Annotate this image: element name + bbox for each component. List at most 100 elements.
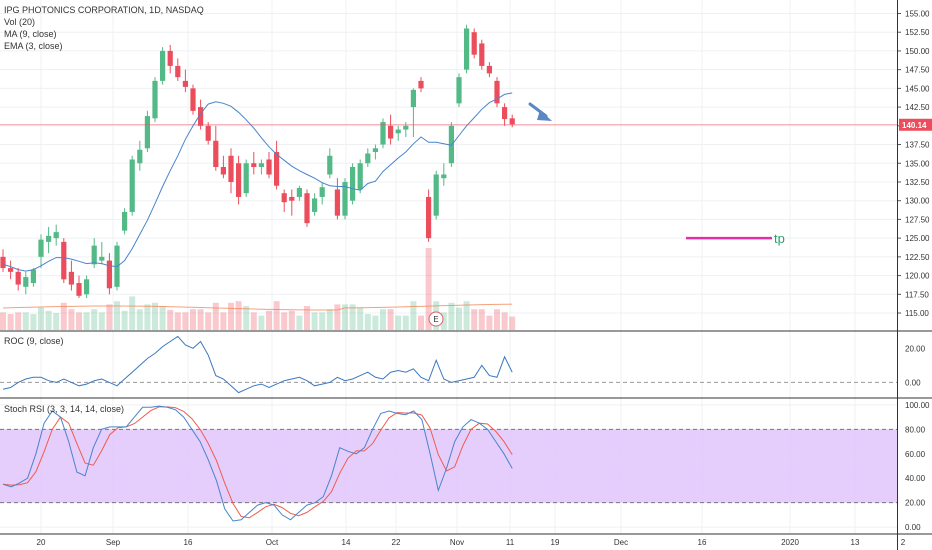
price-tick-label: 145.00 (905, 84, 930, 93)
candle-body[interactable] (182, 80, 188, 87)
candle-body[interactable] (304, 193, 310, 224)
candle-body[interactable] (213, 140, 219, 167)
last-price-tag (899, 118, 932, 131)
candle-body[interactable] (388, 125, 394, 139)
volume-bar (448, 302, 455, 330)
volume-bar (266, 310, 272, 330)
time-tick-label: Oct (266, 538, 279, 547)
candle-body[interactable] (350, 166, 356, 201)
candle-body[interactable] (251, 163, 257, 167)
price-tick-label: 152.50 (905, 28, 930, 37)
candle-body[interactable] (160, 50, 166, 81)
candle-body[interactable] (464, 28, 470, 70)
candle-body[interactable] (152, 80, 158, 119)
volume-bar (456, 307, 462, 330)
candle-body[interactable] (410, 89, 416, 108)
candle-body[interactable] (319, 187, 325, 197)
candle-body[interactable] (0, 256, 6, 269)
candle-body[interactable] (76, 283, 82, 296)
stoch-tick-label: 100.00 (905, 401, 930, 410)
volume-bar (288, 310, 295, 330)
candle-body[interactable] (30, 269, 36, 284)
candle-body[interactable] (281, 193, 287, 203)
time-tick-label: 16 (698, 538, 707, 547)
candle-body[interactable] (403, 125, 409, 130)
candle-body[interactable] (258, 163, 264, 167)
candle-body[interactable] (380, 122, 386, 145)
candle-body[interactable] (129, 159, 135, 212)
candle-body[interactable] (220, 166, 226, 175)
candle-body[interactable] (122, 211, 128, 231)
candle-body[interactable] (53, 232, 59, 239)
candle-body[interactable] (418, 80, 424, 89)
candle-body[interactable] (312, 198, 318, 212)
candle-body[interactable] (395, 129, 401, 134)
earnings-marker[interactable] (428, 311, 444, 327)
candle-body[interactable] (144, 116, 150, 149)
candle-body[interactable] (486, 65, 492, 74)
candle-body[interactable] (494, 80, 500, 104)
candle-body[interactable] (228, 155, 234, 182)
candle-body[interactable] (243, 163, 249, 194)
candle-body[interactable] (479, 43, 485, 66)
candle-body[interactable] (471, 32, 477, 55)
ma-line (2, 92, 513, 272)
candle-body[interactable] (91, 245, 97, 265)
stoch-k-series (2, 405, 513, 522)
volume-bar (152, 302, 158, 330)
candle-body[interactable] (274, 152, 280, 186)
candle-body[interactable] (106, 260, 112, 289)
volume-bar (76, 312, 82, 330)
candle-body[interactable] (198, 107, 204, 126)
legend-volume[interactable]: Vol (20) (4, 17, 35, 27)
legend-ma[interactable]: MA (9, close) (4, 29, 57, 39)
candle-body[interactable] (8, 268, 14, 272)
candle-body[interactable] (456, 77, 462, 104)
candle-body[interactable] (509, 118, 515, 125)
candles[interactable] (0, 24, 515, 299)
candle-body[interactable] (167, 50, 173, 66)
candle-body[interactable] (15, 271, 21, 285)
volume-bar (167, 309, 174, 330)
candle-body[interactable] (372, 148, 378, 153)
volume-bar (402, 315, 409, 330)
volume-bar (342, 304, 348, 330)
candle-body[interactable] (502, 107, 508, 120)
volume-bar (235, 301, 242, 330)
price-tick-label: 135.00 (905, 159, 930, 168)
candle-body[interactable] (289, 196, 295, 201)
candle-body[interactable] (61, 241, 67, 280)
candle-body[interactable] (84, 279, 90, 295)
candle-body[interactable] (38, 239, 44, 257)
candle-body[interactable] (190, 88, 196, 111)
candle-body[interactable] (426, 196, 432, 239)
candle-body[interactable] (334, 189, 340, 216)
candle-body[interactable] (68, 271, 74, 285)
candle-body[interactable] (175, 65, 181, 78)
volume-bar (91, 309, 98, 330)
candle-body[interactable] (327, 155, 333, 175)
volume-bar (440, 312, 447, 330)
volume-bar (228, 302, 234, 330)
candle-body[interactable] (46, 235, 52, 242)
candle-body[interactable] (99, 256, 105, 261)
legend-roc[interactable]: ROC (9, close) (4, 336, 64, 346)
candle-body[interactable] (205, 125, 211, 141)
candle-body[interactable] (137, 149, 143, 164)
volume-bar (121, 310, 128, 330)
candle-body[interactable] (433, 174, 439, 216)
candle-body[interactable] (23, 277, 29, 287)
candle-body[interactable] (365, 153, 371, 164)
volume-bar (60, 302, 67, 330)
candle-body[interactable] (266, 159, 272, 175)
roc-line (2, 335, 513, 394)
candle-body[interactable] (296, 187, 302, 197)
candle-body[interactable] (236, 163, 242, 197)
candle-body[interactable] (342, 181, 348, 216)
candle-body[interactable] (357, 163, 363, 190)
candle-body[interactable] (441, 174, 447, 179)
legend-stoch-rsi[interactable]: Stoch RSI (3, 3, 14, 14, close) (4, 404, 124, 414)
time-axis[interactable]: 20 Sep 16 Oct 14 22 Nov 11 19 Dec 16 2020 13 2 (37, 538, 906, 547)
legend-ema[interactable]: EMA (3, close) (4, 41, 63, 51)
